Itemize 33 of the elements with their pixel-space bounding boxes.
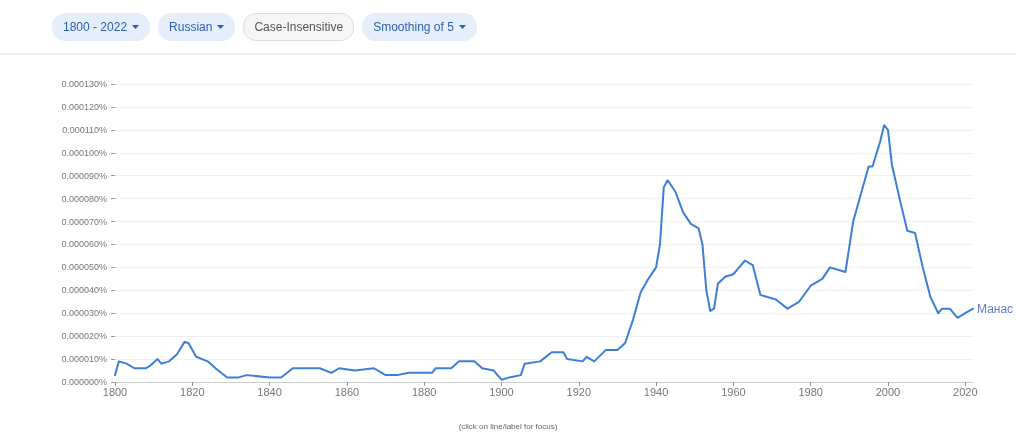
y-tick-label: 0.000120% <box>61 101 107 112</box>
series-label: Манас <box>977 301 1014 316</box>
text: 1800 - 2022 <box>63 19 128 34</box>
x-tick-label: 1940 <box>643 385 669 398</box>
y-tick-label: 0.000080% <box>61 193 107 204</box>
y-tick-label: 0.000060% <box>61 239 107 250</box>
y-tick-label: 0.000000% <box>61 377 107 387</box>
x-tick-label: 1960 <box>721 385 746 398</box>
y-tick-label: 0.000010% <box>61 354 107 365</box>
y-tick-label: 0.000100% <box>61 147 107 158</box>
x-tick-label: 1820 <box>180 385 205 398</box>
text: Case-Insensitive <box>254 19 344 34</box>
y-tick-label: 0.000130% <box>61 79 107 89</box>
x-tick-label: 1840 <box>257 385 282 398</box>
x-tick-label: 1900 <box>489 385 514 398</box>
y-tick-label: 0.000030% <box>61 308 107 319</box>
y-tick-label: 0.000040% <box>61 285 107 296</box>
y-tick-label: 0.000090% <box>61 170 107 181</box>
x-tick-label: 2000 <box>875 385 901 398</box>
x-tick-label: 2020 <box>953 385 978 398</box>
text: (click on line/label for focus) <box>457 422 559 431</box>
y-tick-label: 0.000070% <box>61 216 107 227</box>
y-tick-label: 0.000110% <box>62 124 107 135</box>
text: Russian <box>169 19 213 34</box>
x-tick-label: 1860 <box>334 385 360 398</box>
line-series <box>114 124 974 381</box>
y-tick-label: 0.000050% <box>61 262 107 273</box>
y-tick-label: 0.000020% <box>61 331 107 342</box>
x-tick-label: 1920 <box>566 385 592 398</box>
x-tick-label: 1880 <box>411 385 437 398</box>
text: Smoothing of 5 <box>373 19 454 34</box>
x-tick-label: 1800 <box>102 385 128 398</box>
x-tick-label: 1980 <box>798 385 823 398</box>
